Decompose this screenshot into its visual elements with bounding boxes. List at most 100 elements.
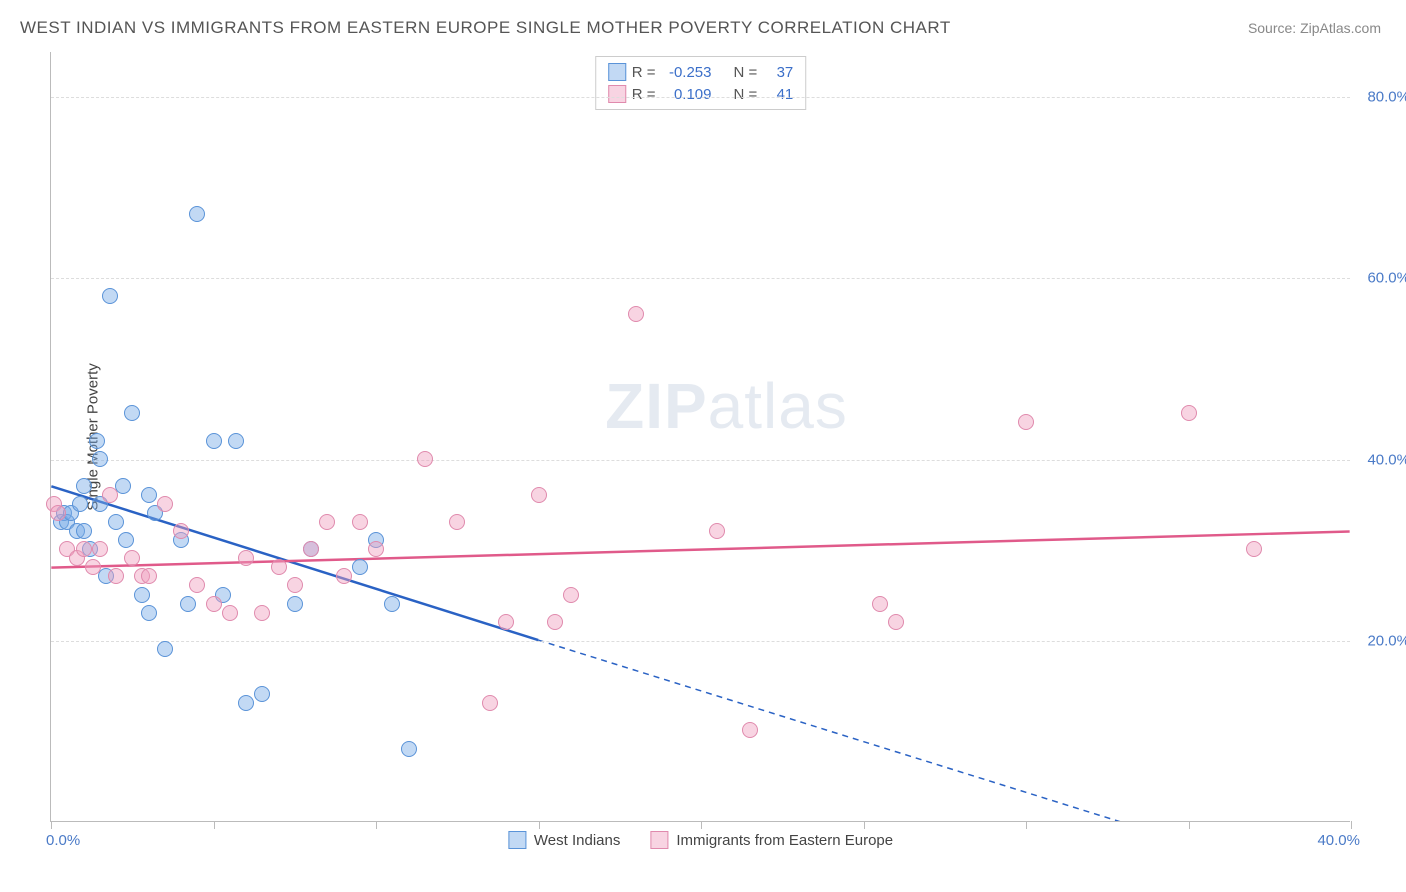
data-point — [742, 722, 758, 738]
data-point — [336, 568, 352, 584]
stats-row: R = -0.253 N = 37 — [608, 61, 794, 83]
data-point — [563, 587, 579, 603]
data-point — [102, 288, 118, 304]
data-point — [1246, 541, 1262, 557]
data-point — [189, 206, 205, 222]
data-point — [118, 532, 134, 548]
data-point — [108, 568, 124, 584]
data-point — [76, 541, 92, 557]
data-point — [89, 433, 105, 449]
data-point — [85, 559, 101, 575]
data-point — [872, 596, 888, 612]
data-point — [531, 487, 547, 503]
data-point — [254, 605, 270, 621]
x-tick — [1351, 821, 1352, 829]
x-tick — [1189, 821, 1190, 829]
chart-container: WEST INDIAN VS IMMIGRANTS FROM EASTERN E… — [0, 0, 1406, 892]
data-point — [124, 405, 140, 421]
data-point — [222, 605, 238, 621]
data-point — [180, 596, 196, 612]
data-point — [238, 695, 254, 711]
data-point — [76, 478, 92, 494]
r-label: R = — [632, 86, 656, 103]
stats-box: R = -0.253 N = 37 R = 0.109 N = 41 — [595, 56, 807, 110]
data-point — [173, 523, 189, 539]
data-point — [303, 541, 319, 557]
data-point — [124, 550, 140, 566]
data-point — [287, 577, 303, 593]
legend-swatch — [608, 85, 626, 103]
data-point — [92, 541, 108, 557]
legend-item: West Indians — [508, 831, 620, 849]
data-point — [271, 559, 287, 575]
data-point — [92, 451, 108, 467]
data-point — [189, 577, 205, 593]
data-point — [401, 741, 417, 757]
data-point — [384, 596, 400, 612]
data-point — [417, 451, 433, 467]
legend-swatch — [650, 831, 668, 849]
data-point — [228, 433, 244, 449]
y-tick-label: 20.0% — [1367, 632, 1406, 649]
data-point — [108, 514, 124, 530]
x-tick — [214, 821, 215, 829]
data-point — [368, 541, 384, 557]
x-tick — [864, 821, 865, 829]
r-value: -0.253 — [662, 64, 712, 81]
data-point — [628, 306, 644, 322]
chart-title: WEST INDIAN VS IMMIGRANTS FROM EASTERN E… — [20, 18, 951, 38]
data-point — [352, 514, 368, 530]
data-point — [238, 550, 254, 566]
legend-label: Immigrants from Eastern Europe — [676, 832, 893, 849]
data-point — [72, 496, 88, 512]
data-point — [50, 505, 66, 521]
n-label: N = — [734, 86, 758, 103]
data-point — [206, 596, 222, 612]
y-tick-label: 40.0% — [1367, 451, 1406, 468]
source-label: Source: ZipAtlas.com — [1248, 20, 1381, 36]
y-tick-label: 80.0% — [1367, 89, 1406, 106]
gridline — [51, 97, 1350, 98]
data-point — [76, 523, 92, 539]
data-point — [157, 641, 173, 657]
x-max-label: 40.0% — [1317, 832, 1360, 849]
data-point — [709, 523, 725, 539]
x-tick — [51, 821, 52, 829]
data-point — [888, 614, 904, 630]
data-point — [102, 487, 118, 503]
data-point — [498, 614, 514, 630]
gridline — [51, 460, 1350, 461]
x-min-label: 0.0% — [46, 832, 80, 849]
data-point — [254, 686, 270, 702]
r-value: 0.109 — [662, 86, 712, 103]
stats-row: R = 0.109 N = 41 — [608, 83, 794, 105]
legend-item: Immigrants from Eastern Europe — [650, 831, 893, 849]
r-label: R = — [632, 64, 656, 81]
data-point — [547, 614, 563, 630]
n-value: 41 — [763, 86, 793, 103]
data-point — [141, 568, 157, 584]
plot-area: Single Mother Poverty ZIPatlas R =-0.253… — [50, 52, 1350, 822]
x-tick — [701, 821, 702, 829]
watermark: ZIPatlas — [605, 369, 848, 443]
data-point — [134, 587, 150, 603]
data-point — [287, 596, 303, 612]
legend-label: West Indians — [534, 832, 620, 849]
n-value: 37 — [763, 64, 793, 81]
data-point — [141, 605, 157, 621]
legend-swatch — [508, 831, 526, 849]
data-point — [1181, 405, 1197, 421]
data-point — [482, 695, 498, 711]
data-point — [141, 487, 157, 503]
data-point — [319, 514, 335, 530]
x-tick — [539, 821, 540, 829]
data-point — [449, 514, 465, 530]
legend-swatch — [608, 63, 626, 81]
x-tick — [1026, 821, 1027, 829]
data-point — [1018, 414, 1034, 430]
data-point — [352, 559, 368, 575]
n-label: N = — [734, 64, 758, 81]
gridline — [51, 641, 1350, 642]
x-tick — [376, 821, 377, 829]
gridline — [51, 278, 1350, 279]
